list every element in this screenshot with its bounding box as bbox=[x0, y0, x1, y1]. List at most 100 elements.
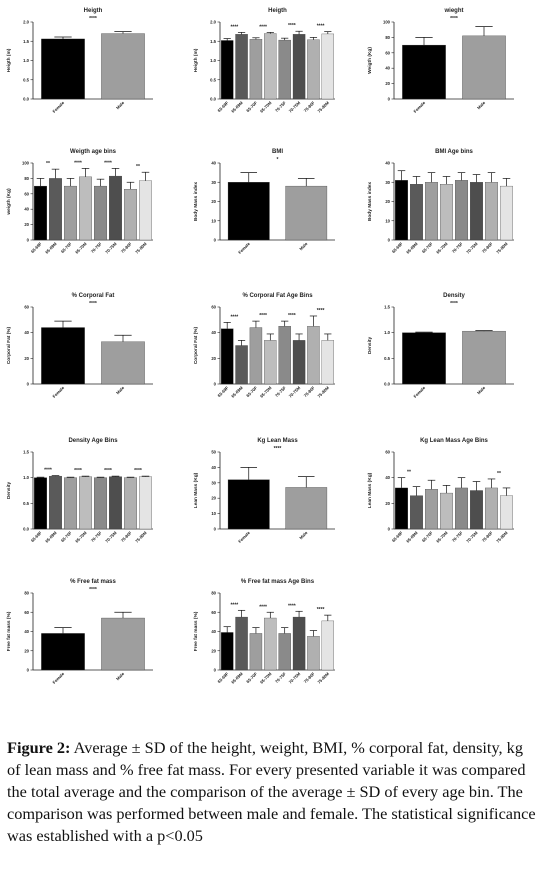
y-tick-label: 60 bbox=[24, 191, 29, 196]
bar bbox=[249, 327, 263, 385]
bar bbox=[307, 326, 320, 385]
chart-10: Density Age Bins Density 0.0 0.5 1.0 1.5 65-69… bbox=[6, 438, 153, 544]
bar bbox=[485, 487, 498, 530]
y-tick-label: 30 bbox=[385, 180, 390, 185]
y-tick-label: 30 bbox=[211, 180, 216, 185]
y-tick-label: 1.5 bbox=[23, 450, 29, 455]
bar bbox=[307, 636, 320, 671]
category-label: 70-75F bbox=[451, 241, 464, 254]
category-label: 70-75F bbox=[451, 530, 464, 543]
chart-title: % Free fat mass bbox=[70, 579, 116, 585]
y-axis-label: Lean Mass (Kg) bbox=[193, 472, 199, 508]
category-label: 65-69F bbox=[391, 530, 404, 543]
category-label: 70-75F bbox=[90, 530, 103, 543]
bar bbox=[321, 33, 334, 100]
category-label: 70-75F bbox=[90, 241, 103, 254]
y-tick-label: 100 bbox=[22, 161, 30, 166]
y-tick-label: 100 bbox=[383, 20, 391, 25]
bar bbox=[124, 189, 137, 241]
chart-9: Density Density 0.0 0.5 1.0 1.5 Female Male **** bbox=[367, 293, 514, 399]
category-label: 65-70M bbox=[259, 385, 273, 399]
category-label: 75-80F bbox=[120, 530, 133, 543]
category-label: Female bbox=[51, 100, 65, 114]
category-label: Female bbox=[237, 530, 251, 544]
y-tick-label: 20 bbox=[24, 648, 29, 653]
bar bbox=[278, 326, 291, 385]
y-tick-label: 0.0 bbox=[384, 382, 390, 387]
category-label: Male bbox=[298, 530, 309, 541]
bar bbox=[321, 620, 334, 671]
bar bbox=[64, 185, 77, 241]
y-tick-label: 0.5 bbox=[23, 501, 29, 506]
figure-caption: Figure 2: Average ± SD of the height, we… bbox=[7, 737, 537, 847]
category-label: 70-75M bbox=[288, 671, 302, 685]
y-tick-label: 40 bbox=[211, 465, 216, 470]
category-label: 65-69M bbox=[230, 100, 244, 114]
chart-title: % Free fat mass Age Bins bbox=[241, 579, 315, 585]
chart-title: BMI bbox=[272, 149, 283, 155]
y-tick-label: 40 bbox=[24, 330, 29, 335]
y-tick-label: 1.0 bbox=[384, 330, 390, 335]
bar bbox=[94, 477, 107, 530]
y-tick-label: 0.0 bbox=[23, 97, 29, 102]
chart-title: Density bbox=[443, 293, 465, 299]
category-label: 75-80M bbox=[316, 385, 330, 399]
bar bbox=[455, 180, 468, 241]
significance-marker: **** bbox=[317, 607, 325, 613]
bar bbox=[455, 487, 468, 530]
category-label: Male bbox=[115, 671, 126, 682]
y-tick-label: 1.0 bbox=[23, 58, 29, 63]
bar bbox=[470, 490, 483, 530]
category-label: 75-80F bbox=[303, 100, 316, 113]
category-label: 65-70M bbox=[74, 530, 88, 544]
bar bbox=[34, 185, 47, 241]
significance-marker: ** bbox=[407, 470, 411, 476]
category-label: 65-69M bbox=[44, 241, 58, 255]
bar bbox=[402, 332, 446, 385]
chart-title: Heigth bbox=[268, 8, 287, 14]
category-label: 65-69M bbox=[230, 671, 244, 685]
y-tick-label: 20 bbox=[211, 496, 216, 501]
chart-title: Weigth age bins bbox=[70, 149, 117, 155]
bar bbox=[292, 616, 306, 671]
y-tick-label: 60 bbox=[385, 50, 390, 55]
category-label: Male bbox=[476, 100, 487, 111]
y-tick-label: 40 bbox=[211, 161, 216, 166]
bar bbox=[109, 175, 122, 241]
bar bbox=[285, 185, 328, 241]
y-axis-label: Free fat mass (%) bbox=[193, 611, 199, 651]
significance-marker: **** bbox=[450, 301, 458, 307]
significance-marker: **** bbox=[134, 468, 142, 474]
y-tick-label: 60 bbox=[24, 305, 29, 310]
bar bbox=[49, 475, 62, 530]
category-label: Male bbox=[476, 385, 487, 396]
significance-marker: **** bbox=[104, 468, 112, 474]
significance-marker: ** bbox=[46, 161, 50, 167]
category-label: 65-69F bbox=[391, 241, 404, 254]
category-label: 65-69M bbox=[405, 530, 419, 544]
y-tick-label: 60 bbox=[24, 610, 29, 615]
category-label: 65-69M bbox=[405, 241, 419, 255]
y-axis-label: Lean Mass (Kg) bbox=[367, 472, 373, 508]
category-label: 70-75F bbox=[274, 385, 287, 398]
y-tick-label: 40 bbox=[385, 161, 390, 166]
category-label: 65-70M bbox=[259, 671, 273, 685]
category-label: 65-69M bbox=[230, 385, 244, 399]
y-tick-label: 20 bbox=[211, 648, 216, 653]
y-tick-label: 60 bbox=[211, 305, 216, 310]
category-label: 65-70M bbox=[259, 100, 273, 114]
y-axis-label: weigth (Kg) bbox=[6, 188, 12, 216]
y-tick-label: 40 bbox=[385, 475, 390, 480]
category-label: 65-70F bbox=[60, 530, 73, 543]
y-tick-label: 0 bbox=[388, 527, 391, 532]
y-tick-label: 50 bbox=[211, 450, 216, 455]
y-tick-label: 20 bbox=[24, 356, 29, 361]
bar bbox=[64, 477, 77, 530]
category-label: Male bbox=[115, 100, 126, 111]
category-label: 75-80M bbox=[134, 241, 148, 255]
chart-5: BMI Body Mass index 0 10 20 30 40 Female Male * bbox=[193, 149, 335, 255]
chart-12: Kg Lean Mass Age Bins Lean Mass (Kg) 0 20 40… bbox=[367, 438, 514, 544]
y-tick-label: 0 bbox=[214, 382, 217, 387]
y-axis-label: Body Mass index bbox=[193, 182, 199, 222]
y-tick-label: 1.0 bbox=[210, 58, 216, 63]
